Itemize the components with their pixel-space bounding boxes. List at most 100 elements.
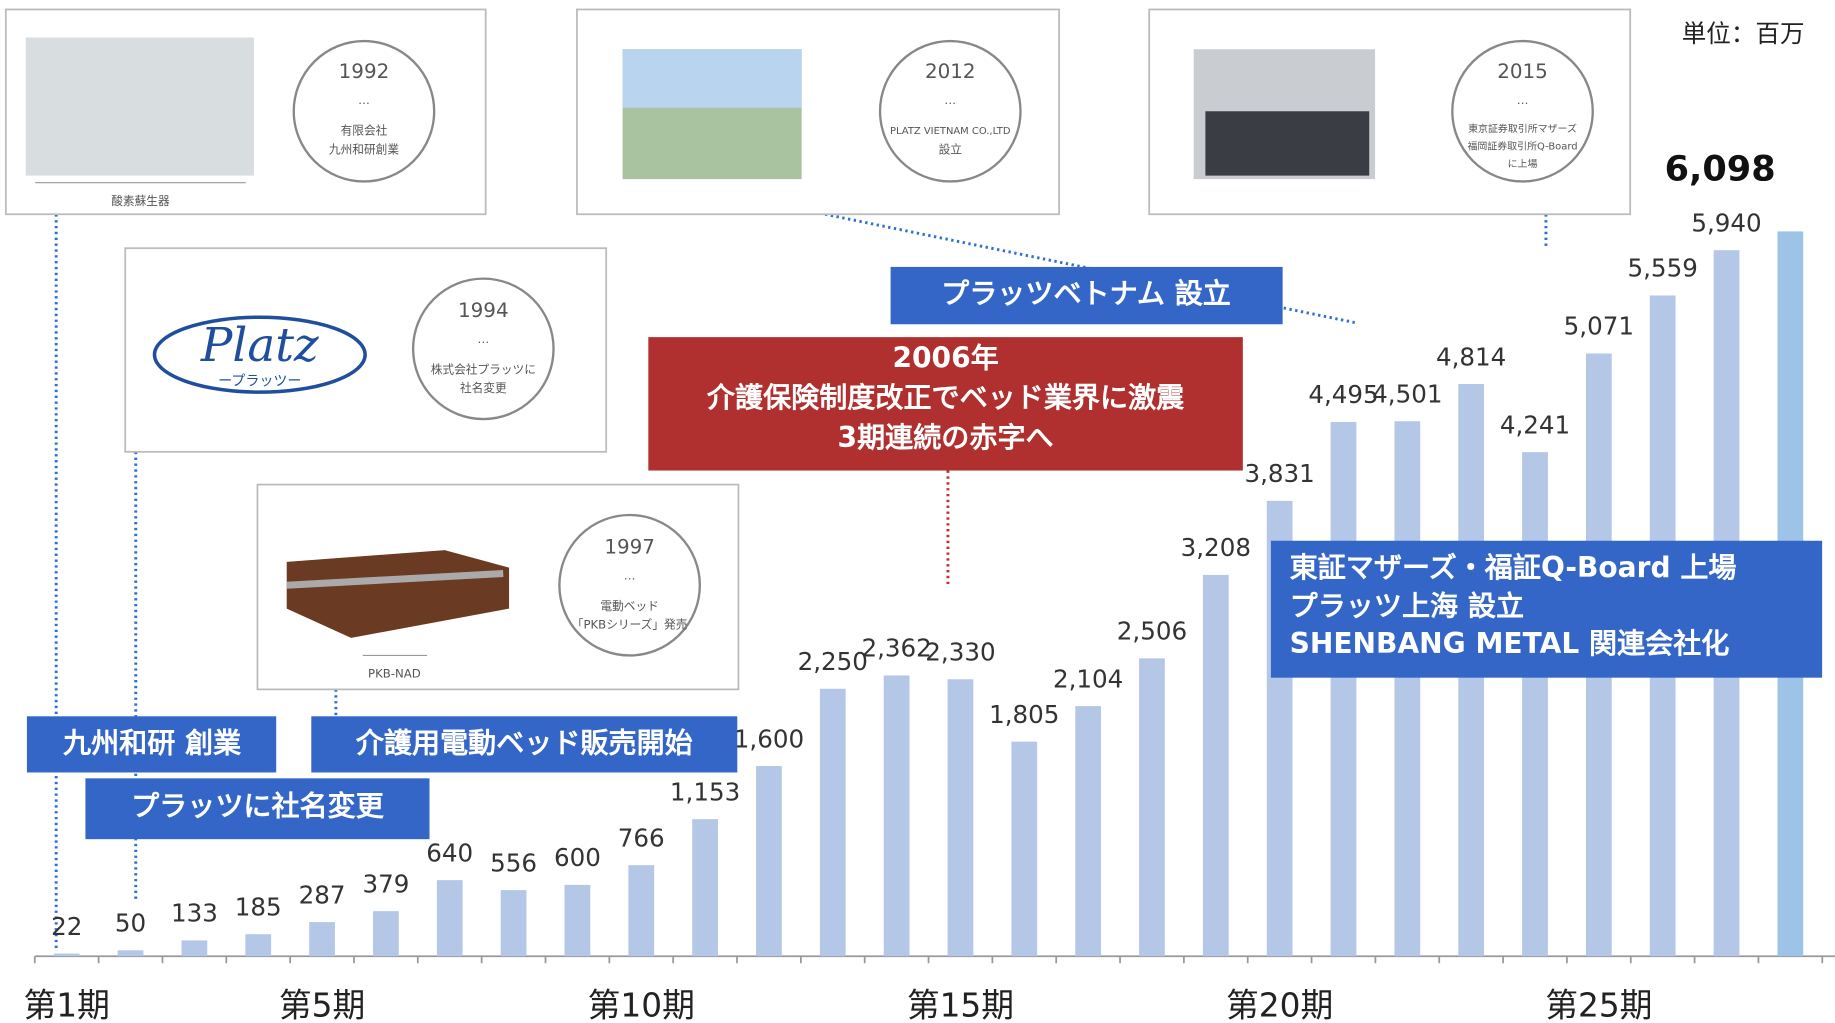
bar [53, 953, 80, 957]
value-label: 287 [299, 880, 346, 909]
bar [1139, 658, 1165, 957]
bar [309, 922, 335, 957]
callout-text: プラッツ上海 設立 [1290, 589, 1524, 622]
logo-sub: ープラッツー [218, 374, 301, 390]
bar [756, 766, 782, 957]
value-label: 766 [618, 823, 665, 852]
card-caption: 酸素蘇生器 [111, 194, 170, 208]
bar [436, 880, 463, 957]
card: 酸素蘇生器 1992 … 有限会社 九州和研創業 [4, 8, 487, 216]
value-label: 5,071 [1564, 312, 1634, 341]
card-year: 1997 [604, 535, 655, 558]
bar [117, 950, 144, 957]
bar [373, 911, 399, 957]
value-label: 6,098 [1665, 149, 1776, 190]
card-text: 社名変更 [460, 381, 507, 395]
value-label: 1,600 [734, 724, 804, 753]
x-tick-label: 第1期 [24, 987, 110, 1023]
callout-text: 介護用電動ベッド販売開始 [355, 726, 693, 759]
bar [947, 679, 974, 957]
value-label: 1,153 [670, 777, 740, 806]
value-label: 2,104 [1053, 664, 1123, 693]
bar [245, 934, 272, 957]
value-label: 4,495 [1308, 380, 1378, 409]
value-label: 379 [362, 869, 409, 898]
callout-text: 東証マザーズ・福証Q-Board 上場 [1290, 551, 1737, 584]
value-label: 2,250 [798, 647, 868, 676]
bar [1011, 741, 1038, 957]
bar [819, 688, 846, 957]
callout: 介護用電動ベッド販売開始 [311, 716, 738, 773]
card-year: 1992 [339, 60, 390, 83]
card-text: に上場 [1508, 157, 1538, 170]
card-text: 有限会社 [341, 124, 388, 138]
card-dots: … [358, 93, 370, 107]
unit-label: 単位：百万 [1682, 19, 1805, 48]
card-year: 1994 [458, 299, 509, 322]
x-tick-label: 第25期 [1545, 987, 1652, 1023]
callout: プラッツに社名変更 [85, 778, 430, 840]
value-label: 4,241 [1500, 410, 1570, 439]
bar [564, 884, 591, 957]
callout-text: 九州和研 創業 [63, 726, 242, 759]
card-dots: … [624, 568, 636, 582]
card: 2015 … 東京証券取引所マザーズ 福岡証券取引所Q-Board に上場 [1148, 8, 1632, 216]
card-dots: … [1517, 93, 1529, 107]
card-year: 2015 [1497, 60, 1548, 83]
x-tick-label: 第10期 [588, 987, 695, 1023]
x-tick-label: 第20期 [1226, 987, 1333, 1023]
value-label: 185 [235, 892, 282, 921]
bar [1330, 421, 1357, 957]
card-text: 電動ベッド [600, 599, 658, 613]
callout: 東証マザーズ・福証Q-Board 上場 プラッツ上海 設立 SHENBANG M… [1270, 540, 1823, 678]
card-text: PLATZ VIETNAM CO.,LTD [890, 126, 1011, 137]
value-label: 2,330 [925, 638, 995, 667]
value-label: 1,805 [989, 700, 1059, 729]
callout: 2006年 介護保険制度改正でベッド業界に激震 3期連続の赤字へ [648, 337, 1243, 471]
bar [1075, 706, 1101, 957]
value-label: 4,814 [1436, 342, 1506, 371]
card-dots: … [944, 93, 956, 107]
value-label: 640 [426, 838, 473, 867]
value-label: 5,940 [1691, 208, 1761, 237]
bar [1202, 574, 1229, 957]
value-label: 3,831 [1244, 459, 1314, 488]
value-label: 3,208 [1181, 533, 1251, 562]
value-label: 4,501 [1372, 379, 1442, 408]
callout-text: 介護保険制度改正でベッド業界に激震 [706, 381, 1185, 414]
card-year: 2012 [925, 60, 976, 83]
card-text: 「PKBシリーズ」発売 [572, 618, 688, 632]
callout: 九州和研 創業 [26, 716, 277, 773]
x-tick-label: 第5期 [279, 987, 365, 1023]
bar [500, 890, 527, 957]
logo: Platz [200, 319, 319, 373]
card: 2012 … PLATZ VIETNAM CO.,LTD 設立 [576, 8, 1060, 216]
callout-text: SHENBANG METAL 関連会社化 [1290, 627, 1730, 660]
value-label: 50 [115, 909, 146, 938]
value-label: 2,362 [861, 634, 931, 663]
card-text: 福岡証券取引所Q-Board [1467, 139, 1577, 152]
card-text: 九州和研創業 [329, 142, 399, 156]
bar [1394, 421, 1421, 957]
bar [692, 819, 718, 957]
bar [628, 865, 655, 957]
card-caption: PKB-NAD [368, 667, 421, 681]
card: PKB-NAD 1997 … 電動ベッド 「PKBシリーズ」発売 [256, 483, 740, 691]
callout-text: プラッツに社名変更 [131, 790, 385, 823]
value-label: 133 [171, 899, 218, 928]
x-tick-label: 第15期 [907, 987, 1014, 1023]
value-label: 5,559 [1628, 254, 1698, 283]
card: Platz ープラッツー 1994 … 株式会社プラッツに 社名変更 [124, 247, 608, 453]
callout-text: 3期連続の赤字へ [838, 421, 1054, 454]
card-dots: … [477, 332, 489, 346]
callout-text: プラッツベトナム 設立 [941, 277, 1231, 310]
card-text: 株式会社プラッツに [431, 362, 536, 376]
callout-text: 2006年 [892, 341, 998, 374]
card-text: 設立 [939, 142, 963, 156]
bar [883, 675, 910, 957]
value-label: 2,506 [1117, 617, 1187, 646]
bar [181, 940, 208, 957]
value-label: 556 [490, 848, 537, 877]
value-label: 600 [554, 843, 601, 872]
card-text: 東京証券取引所マザーズ [1468, 122, 1577, 135]
